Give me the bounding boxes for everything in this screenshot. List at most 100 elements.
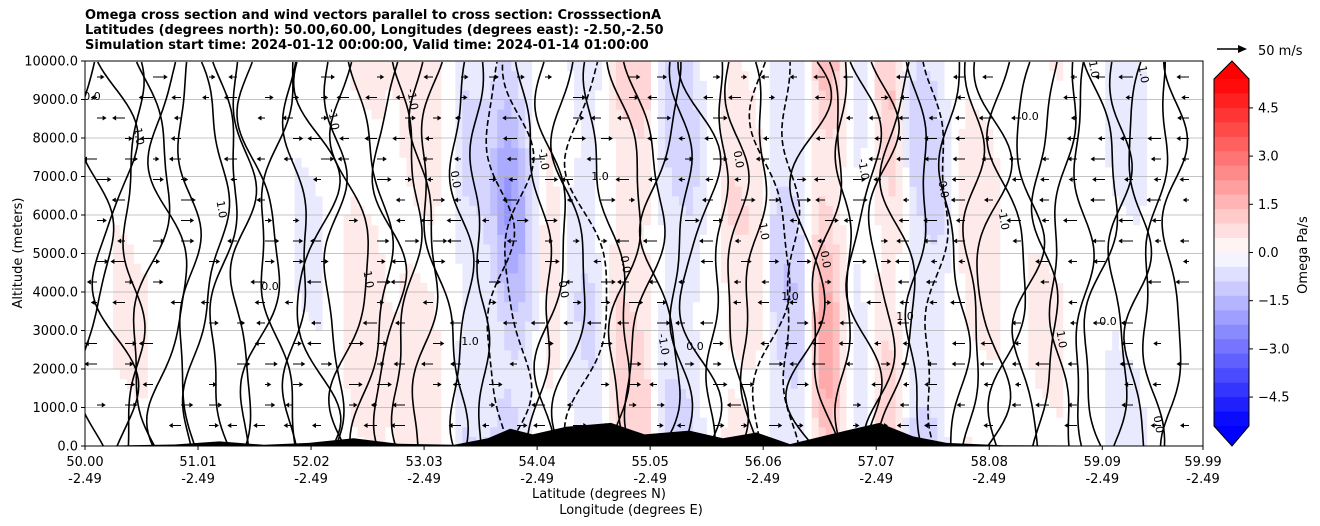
omega-cell: [329, 70, 338, 81]
omega-cell: [406, 436, 415, 446]
omega-cell: [329, 369, 338, 380]
omega-cell: [657, 243, 666, 255]
omega-cell: [546, 397, 554, 409]
omega-cell: [315, 436, 324, 446]
omega-cell: [441, 397, 449, 409]
omega-cell: [818, 176, 827, 187]
omega-cell: [616, 330, 624, 341]
omega-cell: [287, 215, 296, 226]
omega-cell: [790, 272, 799, 283]
omega-cell: [706, 99, 715, 110]
omega-cell: [720, 426, 729, 437]
omega-cell: [308, 426, 317, 437]
omega-cell: [532, 320, 540, 332]
omega-cell: [734, 340, 743, 351]
omega-cell: [91, 263, 100, 274]
omega-cell: [762, 80, 771, 91]
omega-cell: [483, 205, 491, 216]
omega-cell: [280, 436, 289, 446]
omega-cell: [902, 147, 911, 158]
omega-cell: [902, 224, 911, 235]
omega-cell: [616, 109, 624, 120]
omega-cell: [692, 89, 701, 101]
omega-cell: [650, 388, 659, 399]
omega-cell: [734, 195, 743, 206]
omega-cell: [783, 99, 792, 110]
omega-cell: [532, 205, 540, 216]
omega-cell: [867, 80, 876, 91]
omega-cell: [867, 128, 876, 139]
omega-cell: [511, 234, 519, 245]
omega-cell: [448, 234, 456, 245]
omega-cell: [930, 70, 939, 81]
omega-cell: [762, 61, 771, 72]
omega-cell: [916, 166, 925, 178]
omega-cell: [98, 157, 107, 168]
omega-cell: [762, 70, 771, 81]
omega-cell: [916, 224, 925, 235]
omega-cell: [350, 292, 359, 303]
omega-cell: [692, 138, 701, 149]
omega-cell: [399, 166, 408, 178]
omega-cell: [161, 388, 170, 399]
omega-cell: [154, 349, 163, 360]
omega-cell: [497, 234, 505, 245]
omega-cell: [741, 186, 750, 197]
omega-cell: [175, 99, 184, 110]
omega-cell: [678, 417, 687, 428]
omega-cell: [182, 407, 191, 418]
omega-cell: [238, 89, 247, 101]
omega-cell: [441, 176, 449, 187]
omega-cell: [448, 157, 456, 168]
omega-cell: [664, 359, 673, 370]
omega-cell: [664, 109, 673, 120]
omega-cell: [434, 166, 442, 178]
omega-cell: [797, 340, 806, 351]
omega-cell: [818, 263, 827, 274]
omega-cell: [678, 301, 687, 312]
omega-cell: [755, 176, 764, 187]
omega-cell: [469, 157, 477, 168]
omega-cell: [161, 118, 170, 129]
omega-cell: [210, 320, 219, 332]
omega-cell: [567, 147, 575, 158]
omega-cell: [266, 397, 275, 409]
omega-cell: [301, 349, 310, 360]
omega-cell: [888, 253, 897, 264]
omega-cell: [343, 147, 352, 158]
omega-cell: [399, 349, 408, 360]
omega-cell: [930, 407, 939, 418]
omega-cell: [378, 311, 387, 322]
omega-cell: [560, 70, 568, 81]
omega-cell: [944, 330, 953, 341]
omega-cell: [790, 301, 799, 312]
omega-cell: [308, 301, 317, 312]
omega-cell: [609, 205, 617, 216]
omega-cell: [595, 263, 603, 274]
omega-cell: [294, 224, 303, 235]
omega-cell: [741, 320, 750, 332]
omega-cell: [853, 263, 862, 274]
omega-cell: [448, 70, 456, 81]
omega-cell: [623, 195, 631, 206]
omega-cell: [483, 417, 491, 428]
omega-cell: [406, 109, 415, 120]
omega-cell: [224, 436, 233, 446]
omega-cell: [497, 253, 505, 264]
omega-cell: [602, 80, 610, 91]
omega-cell: [350, 301, 359, 312]
omega-cell: [664, 186, 673, 197]
omega-cell: [406, 224, 415, 235]
omega-cell: [727, 282, 736, 293]
omega-cell: [161, 301, 170, 312]
omega-cell: [231, 349, 240, 360]
omega-cell: [378, 89, 387, 101]
omega-cell: [217, 340, 226, 351]
omega-cell: [595, 330, 603, 341]
omega-cell: [853, 118, 862, 129]
omega-cell: [825, 234, 834, 245]
omega-cell: [385, 99, 394, 110]
omega-cell: [644, 320, 652, 332]
omega-cell: [392, 128, 401, 139]
omega-cell: [420, 349, 428, 360]
